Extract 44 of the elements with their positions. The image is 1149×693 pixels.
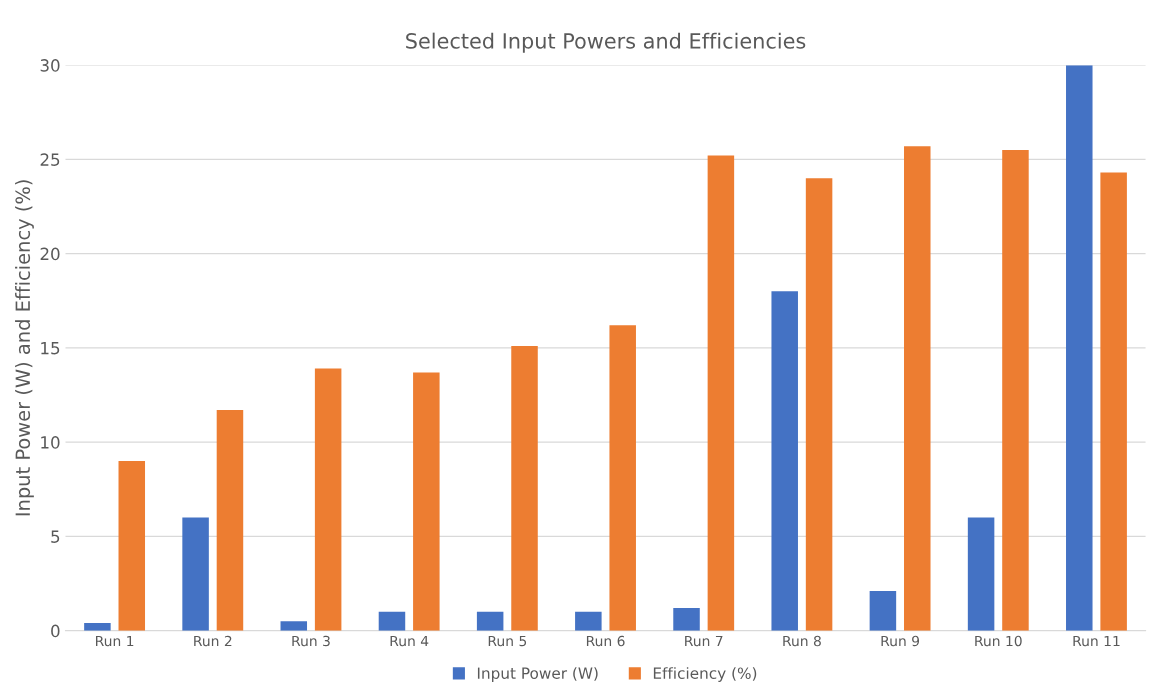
- x-tick-label: Run 4: [390, 635, 429, 647]
- bar: [1002, 149, 1029, 631]
- bar: [511, 346, 538, 631]
- y-tick-label: 10: [41, 436, 60, 449]
- bar: [1066, 65, 1093, 631]
- bar: [378, 611, 406, 631]
- x-tick-label: Run 3: [292, 635, 330, 647]
- x-tick-label: Run 8: [783, 635, 821, 647]
- legend-label: Input Power (W): [477, 667, 598, 682]
- bar: [216, 410, 244, 631]
- x-tick-label: Run 7: [685, 635, 723, 647]
- chart-title: Selected Input Powers and Efficiencies: [406, 32, 806, 53]
- bar: [967, 517, 995, 631]
- legend-label: Efficiency (%): [653, 667, 757, 682]
- bar: [771, 291, 798, 631]
- bar: [869, 591, 897, 631]
- x-tick-label: Run 2: [194, 635, 232, 647]
- bar: [84, 623, 111, 631]
- bar: [805, 178, 833, 631]
- y-tick-label: 30: [40, 59, 60, 72]
- bar: [707, 155, 735, 631]
- bar: [413, 372, 440, 631]
- y-axis-title: Input Power (W) and Efficiency (%): [15, 180, 34, 516]
- x-tick-label: Run 6: [586, 635, 625, 647]
- x-tick-label: Run 9: [881, 635, 920, 647]
- x-tick-label: Run 10: [975, 635, 1022, 647]
- bar: [575, 611, 602, 631]
- bar: [476, 611, 504, 631]
- bar: [314, 368, 342, 631]
- bar: [118, 460, 146, 631]
- bar: [182, 517, 209, 631]
- x-tick-label: Run 11: [1073, 635, 1120, 647]
- y-tick-label: 0: [51, 624, 60, 638]
- bar: [609, 325, 636, 631]
- bar: [673, 608, 700, 631]
- x-tick-label: Run 5: [488, 635, 527, 647]
- bar: [280, 621, 308, 631]
- y-tick-label: 25: [40, 153, 60, 166]
- bar: [1100, 172, 1127, 631]
- y-tick-label: 20: [40, 247, 60, 261]
- x-tick-label: Run 1: [96, 635, 134, 647]
- y-tick-label: 15: [41, 342, 60, 355]
- y-tick-label: 5: [51, 530, 60, 543]
- bar: [904, 146, 931, 631]
